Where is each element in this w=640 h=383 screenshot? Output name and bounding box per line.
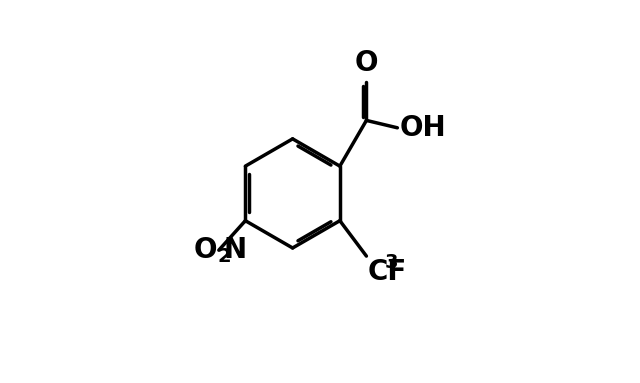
Text: CF: CF bbox=[368, 259, 407, 286]
Text: N: N bbox=[224, 236, 247, 264]
Text: O: O bbox=[194, 236, 218, 264]
Text: 2: 2 bbox=[218, 247, 232, 266]
Text: OH: OH bbox=[400, 114, 446, 142]
Text: O: O bbox=[355, 49, 378, 77]
Text: 3: 3 bbox=[385, 253, 399, 272]
